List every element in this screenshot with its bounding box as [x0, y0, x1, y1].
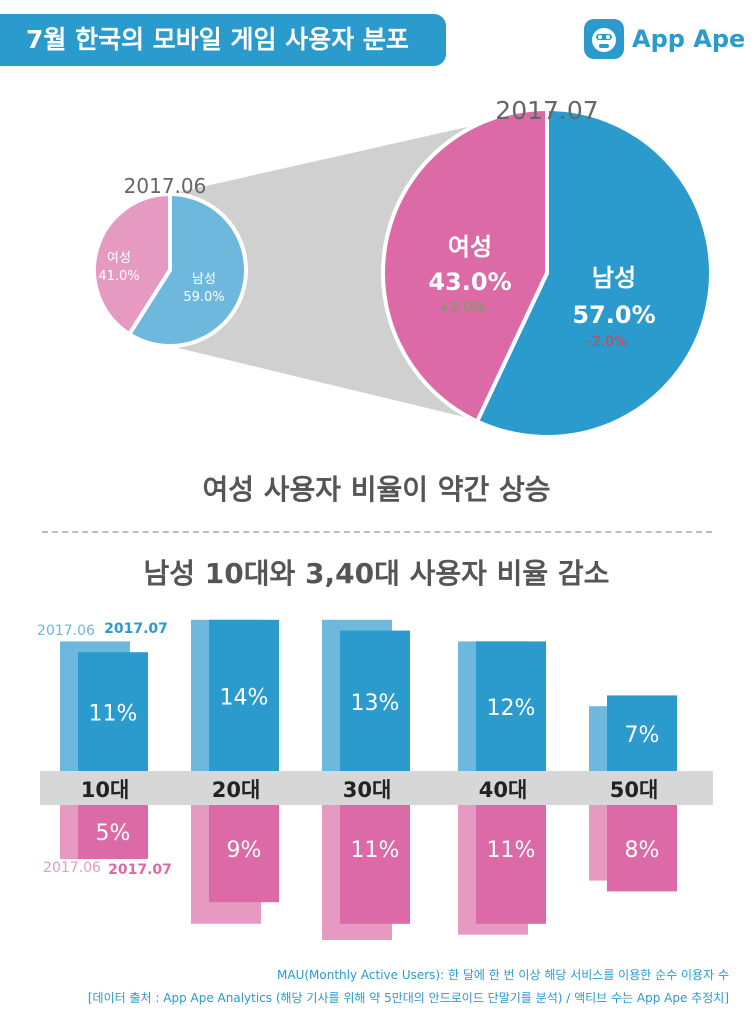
bar-female-value-label: 5% — [96, 821, 131, 846]
brand-name: App Ape — [632, 25, 746, 53]
ape-face-icon — [584, 19, 624, 59]
bar-male-value-label: 11% — [89, 702, 138, 727]
pie-2017-07-male-label: 남성 — [592, 264, 636, 292]
bar-female-value-label: 9% — [227, 838, 262, 863]
bar-male-2017-07 — [607, 695, 677, 771]
bar-male-2017-07 — [78, 652, 148, 771]
age-category-label: 30대 — [343, 778, 392, 802]
pie-title-2017-06: 2017.06 — [124, 174, 207, 198]
pie-2017-06-male-value: 59.0% — [183, 290, 224, 305]
pie-2017-07-male-change: -2.0% — [587, 334, 628, 350]
page-title: 7월 한국의 모바일 게임 사용자 분포 — [0, 14, 446, 66]
pie-2017-07-male-value: 57.0% — [572, 301, 655, 329]
bar-chart-title: 남성 10대와 3,40대 사용자 비율 감소 — [143, 557, 610, 590]
age-category-label: 10대 — [81, 778, 130, 802]
pie-2017-07-female-change: +2.0% — [438, 300, 485, 316]
legend-male-2017-06: 2017.06 — [37, 623, 95, 639]
bar-female-2017-07 — [476, 805, 546, 924]
pie-2017-07-female-value: 43.0% — [428, 268, 511, 296]
brand: App Ape — [584, 16, 745, 62]
age-category-label: 20대 — [212, 778, 261, 802]
bar-female-value-label: 11% — [487, 838, 536, 863]
legend-male-2017-07: 2017.07 — [104, 621, 168, 637]
bar-female-2017-07 — [209, 805, 279, 903]
footnote-source: [데이터 출처 : App Ape Analytics (해당 기사를 위해 약… — [87, 991, 729, 1005]
age-category-label: 50대 — [610, 778, 659, 802]
age-band — [40, 771, 713, 805]
bar-male-2017-07 — [340, 630, 410, 771]
legend-female-2017-06: 2017.06 — [43, 860, 101, 876]
bar-male-value-label: 12% — [487, 696, 536, 721]
headline-female-rise: 여성 사용자 비율이 약간 상승 — [202, 473, 551, 506]
bar-female-2017-07 — [78, 805, 148, 859]
pie-2017-07-slice-male — [474, 106, 713, 439]
pie-2017-06-female-value: 41.0% — [98, 269, 139, 284]
footnote-mau: MAU(Monthly Active Users): 한 달에 한 번 이상 해… — [277, 968, 729, 982]
pie-title-2017-07: 2017.07 — [495, 96, 598, 125]
bar-female-value-label: 8% — [625, 838, 660, 863]
bar-male-value-label: 7% — [625, 723, 660, 748]
legend-female-2017-07: 2017.07 — [108, 862, 172, 878]
bar-male-2017-07 — [476, 641, 546, 771]
bar-male-2017-07 — [209, 619, 279, 771]
bar-male-value-label: 13% — [351, 691, 400, 716]
pie-comparison: 2017.06 2017.07 남성 59.0% 여성 41.0% 남성 57.0% -2.0%… — [92, 96, 713, 439]
pie-2017-06-female-label: 여성 — [107, 251, 131, 266]
bar-female-2017-07 — [340, 805, 410, 924]
age-bar-chart: 11% 5% 10대 14% 9% 20대 13% 11% 30대 12% 11% 40대 7% 8% 50… — [37, 619, 713, 940]
pie-2017-07-slice-female — [381, 106, 549, 425]
bar-female-2017-07 — [607, 805, 677, 892]
bar-female-value-label: 11% — [351, 838, 400, 863]
divider — [42, 531, 712, 533]
pie-2017-06-slice-male — [126, 191, 248, 348]
age-category-label: 40대 — [479, 778, 528, 802]
pie-2017-07-female-label: 여성 — [448, 233, 492, 261]
pie-2017-06-male-label: 남성 — [192, 272, 216, 287]
bar-male-value-label: 14% — [220, 685, 269, 710]
pie-2017-06-slice-female — [92, 191, 172, 337]
